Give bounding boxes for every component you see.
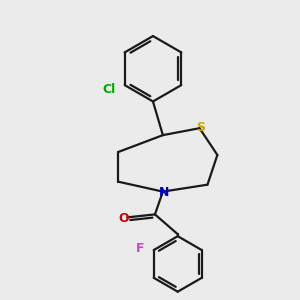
Text: O: O: [118, 212, 129, 225]
Text: Cl: Cl: [102, 82, 116, 96]
Text: F: F: [136, 242, 144, 255]
Text: N: N: [159, 186, 169, 199]
Text: S: S: [196, 121, 205, 134]
